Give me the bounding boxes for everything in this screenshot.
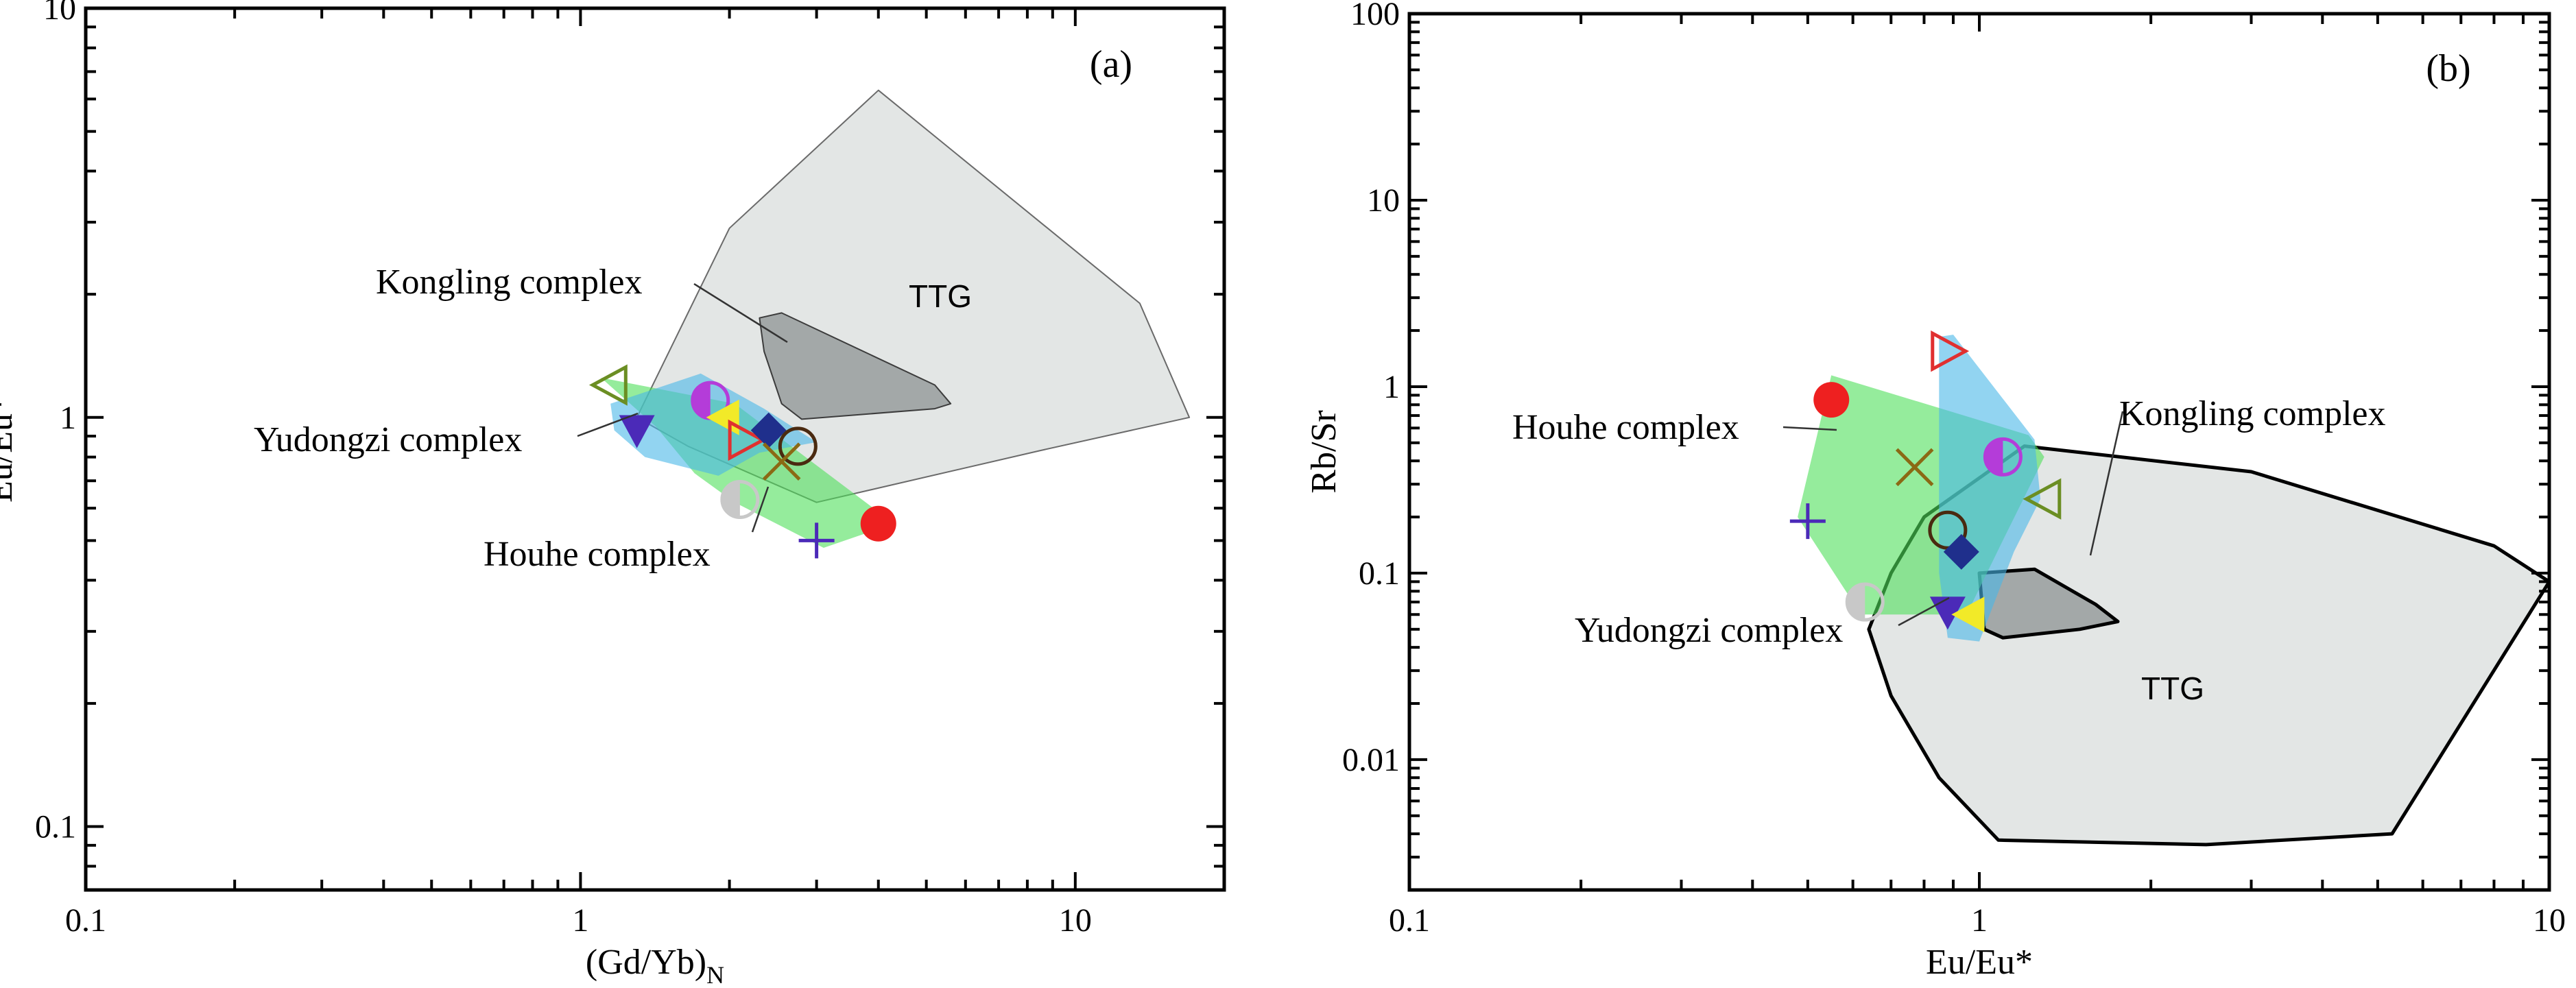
- data-point-3: [1895, 448, 1934, 487]
- annotation-houhe-complex: Houhe complex: [1512, 408, 1739, 447]
- data-point-6: [1789, 503, 1826, 540]
- y-axis-title: Rb/Sr: [1304, 410, 1344, 493]
- leader-line-2: [577, 412, 639, 437]
- x-tick-label: 1: [1971, 902, 1988, 939]
- y-tick-label: 1: [1383, 369, 1400, 405]
- x-axis-title: Eu/Eu*: [1926, 943, 2033, 982]
- data-point-10: [1929, 597, 1966, 630]
- y-tick-label: 10: [1367, 182, 1400, 219]
- data-point-4: [619, 415, 655, 448]
- plot-area: [1789, 330, 2549, 847]
- chart-panel-a: 0.1 1 10 0.1 1 10 (Gd/Yb)N Eu/Eu* (a) Kongling co…: [0, 0, 1226, 988]
- data-point-9-fill: [1847, 584, 1865, 620]
- data-point-11: [860, 505, 896, 542]
- data-point-4-fill: [1985, 439, 2003, 475]
- ticks: [1408, 12, 2551, 891]
- x-tick-label: 10: [2533, 902, 2566, 939]
- data-point-11: [1951, 597, 1985, 633]
- leader-line-3: [751, 486, 770, 533]
- region-kongling-complex: [759, 312, 952, 420]
- annotation-ttg: TTG: [2141, 671, 2204, 706]
- y-tick-label: 0.1: [1359, 555, 1400, 592]
- data-point-6: [750, 412, 787, 448]
- annotation-ttg: TTG: [909, 278, 972, 314]
- data-point-9: [720, 480, 760, 520]
- y-tick-label: 0.1: [35, 809, 76, 845]
- ticks: [84, 7, 1226, 891]
- x-tick-label: 0.1: [65, 902, 106, 939]
- data-point-5: [728, 419, 767, 461]
- data-point-2: [1931, 330, 1970, 372]
- data-point-8: [1943, 533, 1979, 570]
- x-axis-title-subscript: N: [706, 961, 724, 988]
- axis-frame: [84, 6, 1226, 892]
- leader-line-1: [693, 282, 788, 344]
- region-yudongzi-complex: [610, 373, 817, 476]
- leader-line-1: [1782, 426, 1837, 431]
- y-tick-label: 0.01: [1342, 742, 1400, 778]
- leader-line-3: [1898, 597, 1950, 627]
- data-point-4: [1983, 437, 2023, 477]
- y-tick-label: 1: [60, 400, 76, 436]
- x-axis-title: (Gd/Yb)N: [586, 943, 724, 988]
- chart-panel-b: 0.1 1 10 0.01 0.1 1 10 100 Eu/Eu* Rb/Sr (b) Houhe c…: [1304, 0, 2566, 982]
- x-tick-label: 0.1: [1389, 902, 1430, 939]
- annotation-kongling-complex: Kongling complex: [376, 263, 643, 302]
- annotation-yudongzi-complex: Yudongzi complex: [254, 420, 522, 459]
- plot-area: [588, 89, 1191, 559]
- annotation-kongling-complex: Kongling complex: [2119, 394, 2386, 433]
- data-point-9: [1845, 582, 1885, 622]
- x-tick-label: 1: [572, 902, 588, 939]
- x-tick-label: 10: [1059, 902, 1092, 939]
- annotation-yudongzi-complex: Yudongzi complex: [1575, 611, 1843, 650]
- data-point-1: [1813, 382, 1850, 418]
- y-tick-label: 100: [1350, 0, 1400, 32]
- panel-label: (a): [1090, 43, 1132, 86]
- region-kongling-complex: [1977, 567, 2120, 640]
- data-point-8: [762, 442, 801, 481]
- data-point-2-fill: [692, 383, 711, 419]
- data-point-10: [798, 522, 835, 559]
- panel-label: (b): [2426, 47, 2470, 90]
- data-point-9-fill: [721, 481, 740, 518]
- y-tick-label: 10: [43, 0, 76, 27]
- leader-line-2: [2089, 411, 2124, 556]
- annotation-houhe-complex: Houhe complex: [484, 535, 711, 574]
- data-point-1: [588, 364, 628, 406]
- data-point-7: [778, 426, 818, 466]
- y-axis-title: Eu/Eu*: [0, 396, 20, 503]
- data-point-5: [2023, 478, 2062, 520]
